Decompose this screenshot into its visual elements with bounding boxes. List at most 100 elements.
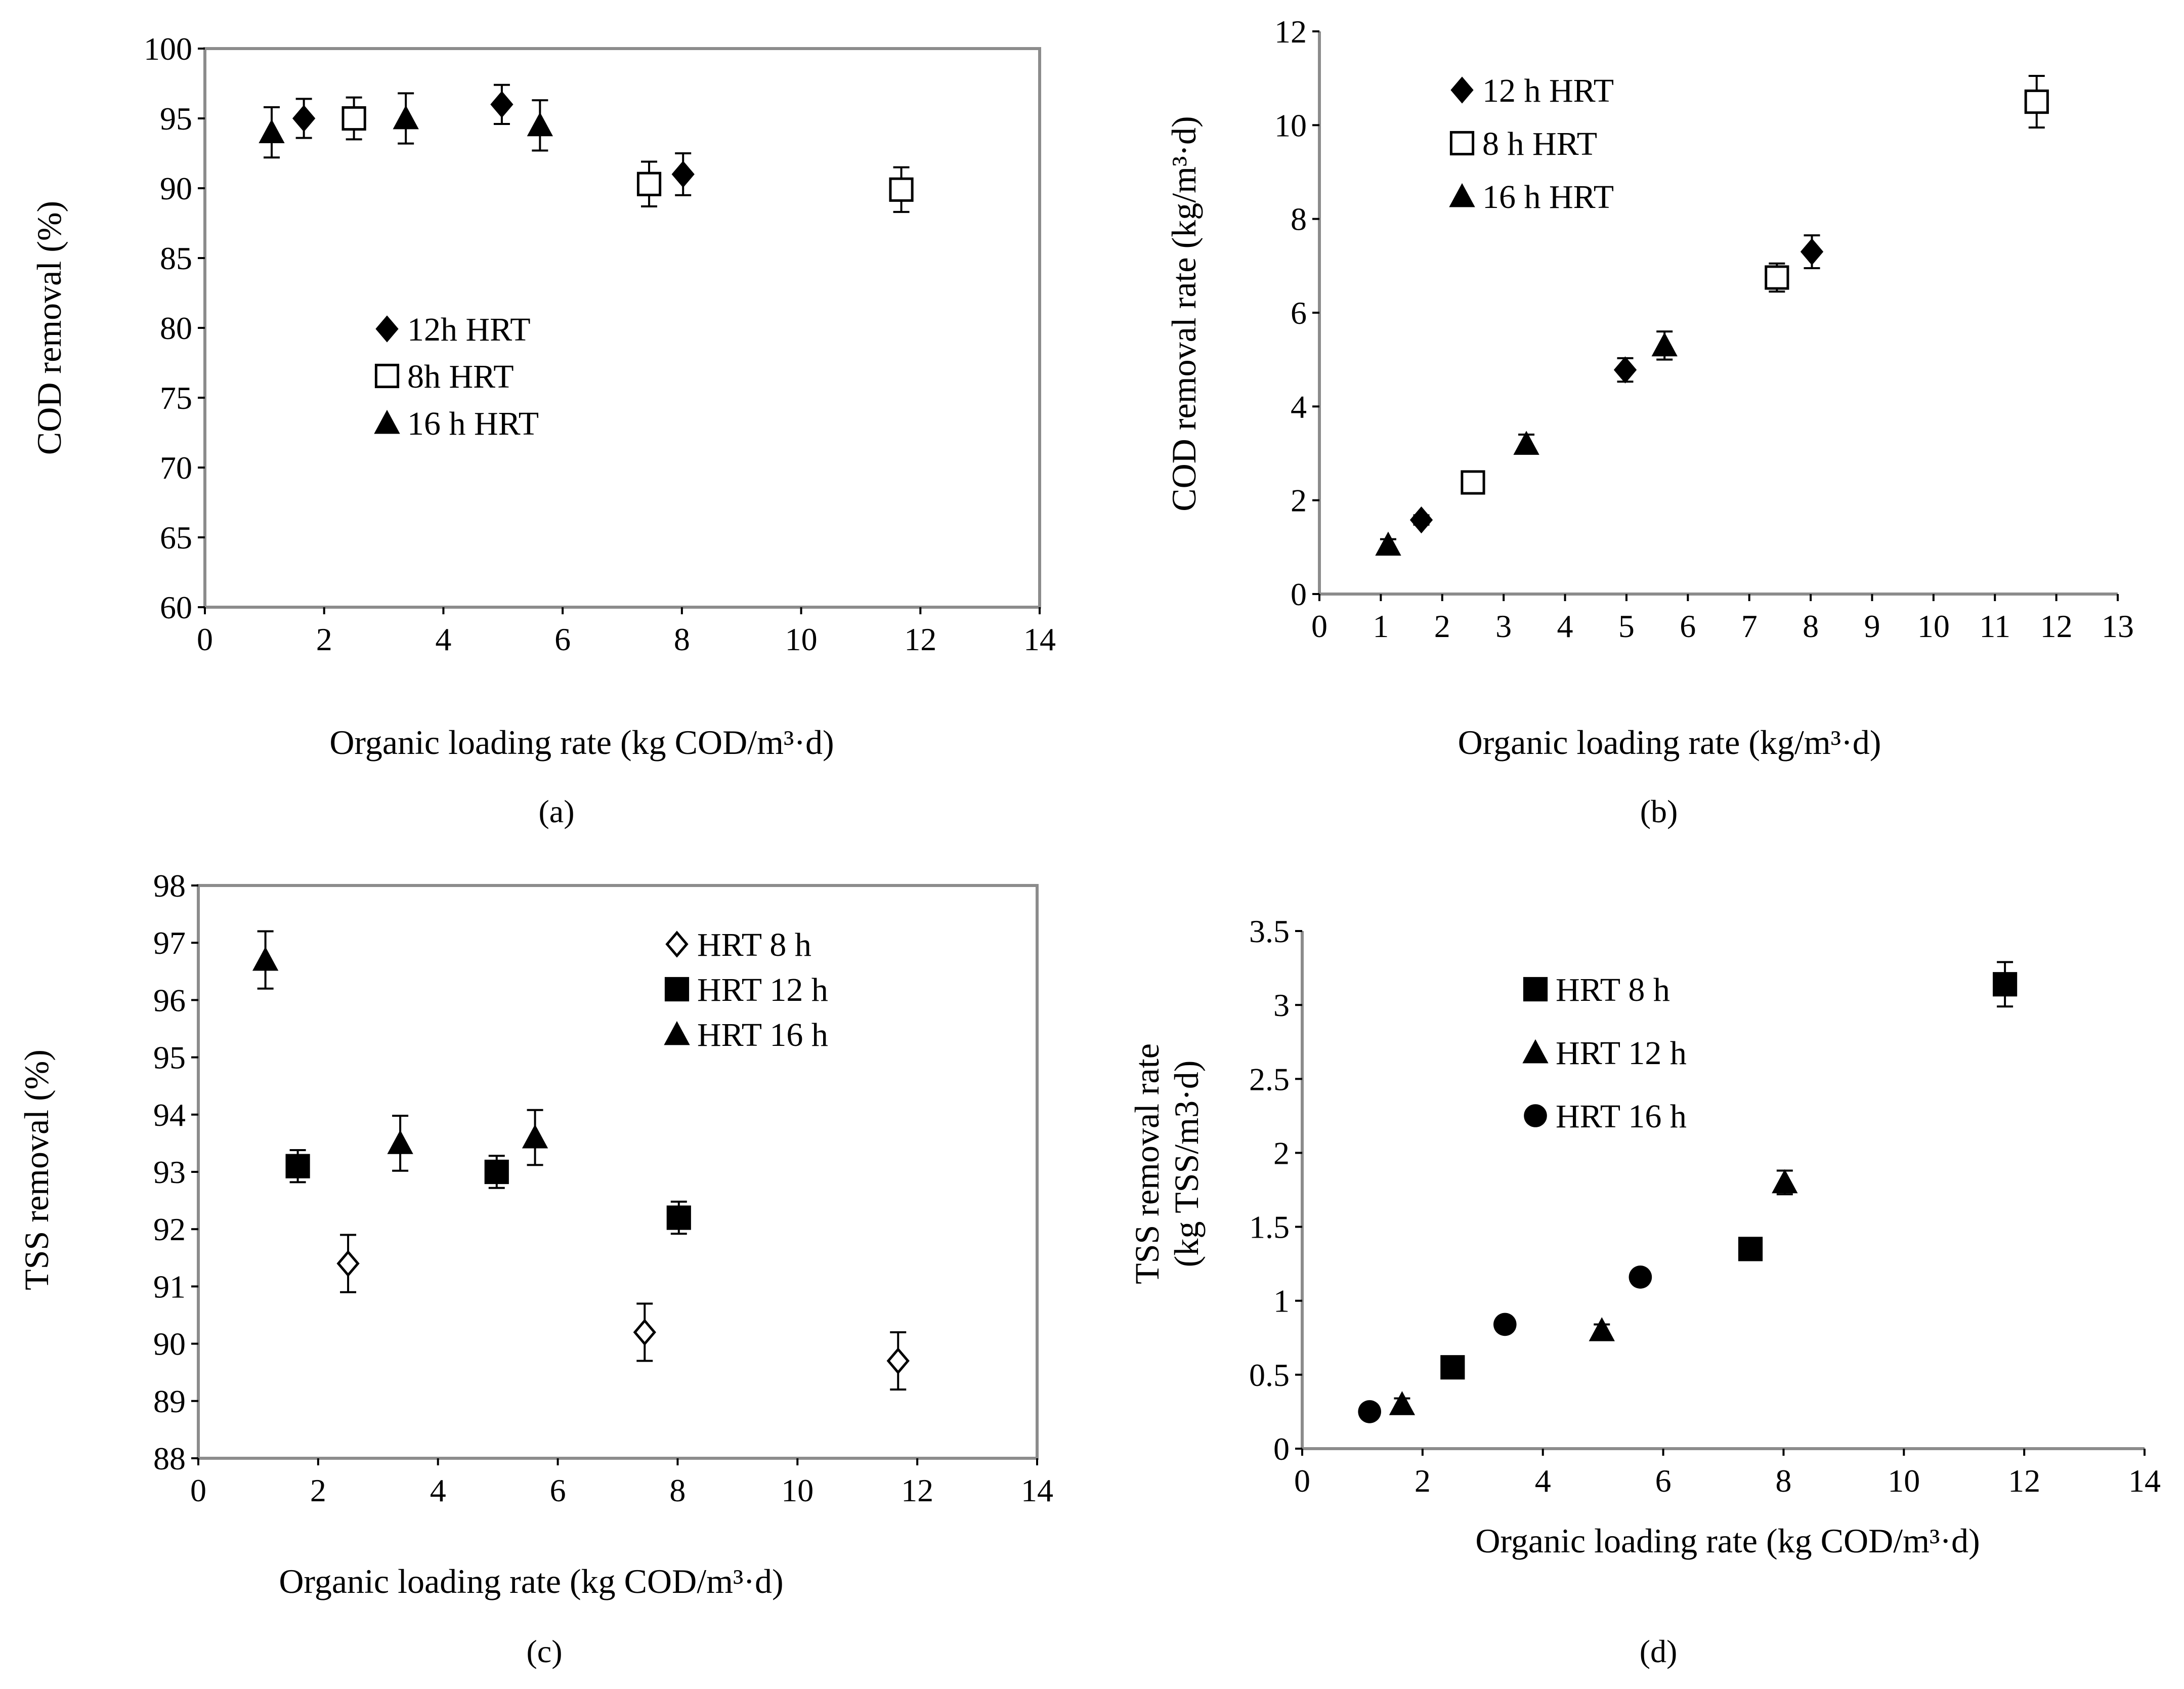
panel-c-point-s0-p2 (886, 1347, 910, 1375)
panel-a-legend-marker-2 (374, 409, 400, 434)
panel-d-plot-area (1302, 931, 2145, 1449)
panel-d-legend-marker-0 (1523, 977, 1548, 1002)
panel-a-legend-marker-0 (375, 315, 399, 343)
panel-a-ylabel: COD removal (%) (30, 201, 68, 455)
panel-d-ytick-label: 3 (1273, 987, 1290, 1023)
panel-c-ytick-label: 89 (153, 1383, 186, 1419)
panel-b-xtick-label: 10 (1917, 608, 1950, 644)
panel-a-point-s2-p0 (259, 119, 285, 143)
panel-d-point-s0-p1 (1738, 1237, 1763, 1261)
panel-b-xtick-label: 11 (1979, 608, 2010, 644)
panel-c-xtick-label: 10 (781, 1472, 813, 1508)
panel-c-legend-marker-1 (664, 977, 690, 1002)
panel-d-point-s1-p1 (1589, 1317, 1615, 1341)
panel-a-point-s2-p2 (527, 112, 553, 137)
panel-a-ytick-label: 85 (160, 240, 192, 276)
panel-d-points (1358, 961, 2018, 1423)
panel-b-legend-marker-2-shape (1449, 183, 1475, 207)
panel-d-xtick-label: 8 (1775, 1463, 1791, 1499)
panel-b-xtick-label: 8 (1803, 608, 1819, 644)
panel-b-ytick-label: 12 (1274, 14, 1307, 50)
panel-a-point-s0-p1 (490, 91, 513, 118)
panel-b-legend-label-1: 8 h HRT (1482, 125, 1597, 162)
panel-d-point-s2-p0 (1358, 1400, 1381, 1423)
panel-c-ytick-label: 90 (153, 1326, 186, 1362)
panel-c-ytick-label: 98 (153, 868, 186, 904)
panel-b-ytick-label: 2 (1291, 483, 1307, 519)
panel-d-ytick-label: 1 (1273, 1283, 1290, 1319)
panel-a-ytick-label: 60 (160, 589, 192, 625)
panel-b-point-s1-p2 (2024, 89, 2049, 114)
panel-d-legend-marker-1 (1522, 1039, 1549, 1064)
panel-d-xtick-label: 2 (1415, 1463, 1431, 1499)
panel-a-xtick-label: 2 (316, 621, 332, 657)
panel-d-xtick-label: 6 (1655, 1463, 1672, 1499)
panel-c-ytick-label: 96 (153, 982, 186, 1018)
panel-a-ytick-label: 70 (160, 450, 192, 486)
panel-c-legend-marker-0 (665, 931, 689, 958)
panel-b-legend-marker-2 (1449, 183, 1475, 207)
panel-b-legend-label-2: 16 h HRT (1482, 179, 1614, 216)
panel-b-xtick-label: 4 (1557, 608, 1573, 644)
panel-c-point-s0-p1 (633, 1319, 656, 1346)
panel-a-ytick-label: 100 (144, 31, 192, 67)
panel-d-legend-label-2: HRT 16 h (1556, 1098, 1687, 1135)
panel-c-xtick-label: 14 (1021, 1472, 1053, 1508)
panel-d: 0 2 4 6 8 10 12 14 0 0.5 1 1.5 2 2.5 3 3.5 Organic load… (1128, 913, 2161, 1669)
panel-c-points (252, 930, 910, 1391)
panel-c-xtick-label: 8 (669, 1472, 686, 1508)
panel-b-xtick-label: 6 (1680, 608, 1696, 644)
panel-b-xtick-label: 7 (1741, 608, 1758, 644)
panel-b-xtick-label: 1 (1373, 608, 1389, 644)
panel-b-legend-marker-1-shape (1449, 131, 1475, 156)
panel-b-points (1375, 75, 2049, 556)
panel-b-ytick-label: 4 (1291, 389, 1307, 425)
panel-c-legend-label-2: HRT 16 h (697, 1017, 828, 1053)
panel-c-axes: 0 2 4 6 8 10 12 14 88 89 90 91 92 93 94 95 96 97 98 (153, 868, 1053, 1508)
panel-d-legend: HRT 8 h HRT 12 h HRT 16 h (1522, 972, 1687, 1135)
panel-d-xtick-label: 14 (2128, 1463, 2161, 1499)
panel-c-ytick-label: 94 (153, 1097, 186, 1133)
panel-b-ytick-label: 0 (1291, 576, 1307, 612)
panel-c-xlabel: Organic loading rate (kg COD/m³·d) (279, 1562, 783, 1600)
panel-d-ylabel-line1: TSS removal rate (1128, 1043, 1166, 1284)
panel-c-ytick-label: 88 (153, 1441, 186, 1476)
panel-d-point-s0-p2 (1992, 972, 2018, 997)
panel-c: 0 2 4 6 8 10 12 14 88 89 90 91 92 93 94 95 96 97 98 Organi… (17, 868, 1053, 1669)
panel-a-letter: (a) (538, 793, 574, 829)
panel-d-letter: (d) (1640, 1633, 1678, 1669)
panel-a-legend-label-1: 8h HRT (407, 358, 514, 395)
panel-c-point-s1-p0 (285, 1154, 310, 1178)
panel-a-legend: 12h HRT 8h HRT 16 h HRT (374, 311, 539, 442)
panel-b-point-s2-p2 (1651, 332, 1678, 357)
panel-d-legend-marker-2-shape (1524, 1104, 1547, 1127)
panel-a-xtick-label: 8 (674, 621, 690, 657)
panel-c-xtick-label: 0 (190, 1472, 206, 1508)
panel-a: 0 2 4 6 8 10 12 14 60 65 70 75 80 85 90 95 100 Organic l… (30, 31, 1056, 829)
panel-d-point-s1-p2 (1772, 1169, 1798, 1194)
panel-a-plot-area (203, 47, 1041, 609)
panel-c-point-s1-p1 (484, 1159, 509, 1185)
panel-a-xlabel: Organic loading rate (kg COD/m³·d) (329, 723, 834, 762)
panel-b-plot-area (1319, 31, 2118, 594)
panel-c-legend-marker-2 (664, 1021, 690, 1045)
panel-a-point-s0-p2 (671, 160, 695, 188)
panel-a-axes: 0 2 4 6 8 10 12 14 60 65 70 75 80 85 90 95 100 (144, 31, 1056, 657)
panel-b-point-s0-p1 (1613, 356, 1637, 384)
panel-a-xtick-label: 10 (785, 621, 818, 657)
panel-c-legend-label-0: HRT 8 h (697, 926, 811, 963)
panel-d-point-s2-p1 (1493, 1313, 1517, 1336)
panel-d-xtick-label: 0 (1294, 1463, 1310, 1499)
panel-c-ytick-label: 91 (153, 1269, 186, 1304)
panel-d-xtick-label: 10 (1888, 1463, 1920, 1499)
panel-b-ytick-label: 8 (1291, 201, 1307, 237)
panel-d-ytick-label: 0 (1273, 1431, 1290, 1467)
panel-a-legend-marker-1 (374, 363, 400, 389)
panel-b-legend-marker-0 (1450, 76, 1474, 104)
panel-d-xtick-label: 12 (2008, 1463, 2040, 1499)
panel-c-legend-label-1: HRT 12 h (697, 972, 828, 1008)
panel-c-point-s2-p0 (252, 947, 279, 971)
panel-a-point-s0-p0 (292, 105, 316, 132)
panel-b-point-s1-p0 (1461, 470, 1485, 495)
